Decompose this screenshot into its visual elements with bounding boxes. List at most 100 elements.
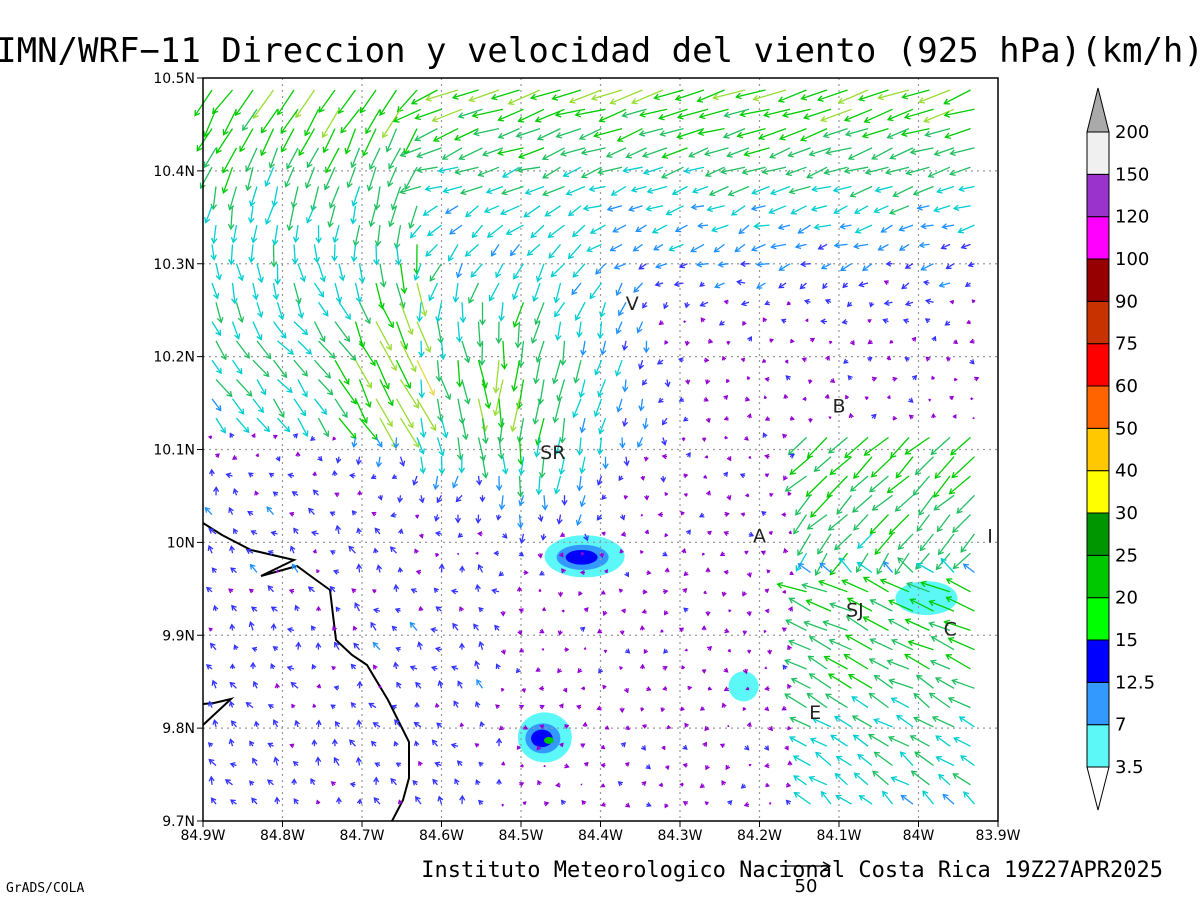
wind-vector [760, 550, 766, 556]
wind-vector [374, 527, 381, 535]
wind-vector [284, 166, 295, 188]
wind-vector [496, 778, 502, 785]
wind-vector [293, 798, 299, 805]
wind-vector [432, 475, 440, 491]
wind-vector [918, 241, 930, 249]
wind-vector [872, 770, 889, 786]
wind-vector [930, 636, 955, 651]
y-tick-label: 9.7N [162, 814, 195, 830]
wind-vector [785, 166, 807, 177]
wind-vector [459, 185, 483, 196]
wind-vector [619, 630, 625, 636]
wind-vector [291, 244, 299, 265]
wind-vector [426, 224, 442, 237]
colorbar-label: 30 [1115, 503, 1138, 524]
colorbar-label: 7 [1115, 715, 1126, 736]
wind-vector [665, 765, 670, 771]
wind-vector [254, 490, 260, 496]
wind-vector [329, 585, 336, 593]
wind-vector [593, 127, 623, 139]
wind-vector [424, 185, 442, 192]
wind-vector [841, 319, 848, 325]
wind-vector [678, 627, 684, 633]
wind-vector [873, 718, 893, 728]
wind-vector [478, 799, 484, 806]
wind-vector [576, 704, 582, 710]
wind-vector [793, 791, 811, 805]
wind-vector [540, 533, 547, 541]
wind-vector [356, 798, 363, 805]
wind-vector [318, 340, 336, 359]
wind-vector [638, 360, 645, 370]
wind-vector [354, 398, 368, 424]
wind-vector [886, 659, 910, 670]
wind-vector [785, 619, 807, 631]
wind-vector [890, 638, 914, 651]
wind-vector [833, 205, 848, 214]
wind-vector [475, 514, 482, 524]
wind-vector [256, 302, 264, 318]
wind-vector [475, 779, 481, 786]
wind-vector [664, 491, 669, 496]
wind-vector [494, 624, 500, 631]
wind-vector [394, 719, 402, 728]
wind-vector [579, 495, 586, 508]
wind-vector [963, 791, 975, 805]
wind-vector [472, 127, 500, 137]
wind-vector [645, 764, 652, 770]
wind-vector [209, 642, 217, 651]
wind-vector [753, 222, 770, 230]
wind-vector [475, 551, 479, 555]
wind-vector [645, 205, 664, 212]
wind-vector [824, 298, 832, 305]
wind-vector [601, 590, 606, 595]
wind-vector [355, 756, 362, 766]
wind-vector [385, 128, 398, 153]
wind-vector [620, 742, 626, 748]
wind-vector [318, 379, 334, 396]
wind-vector [935, 755, 955, 767]
wind-vector [286, 665, 295, 672]
wind-vector [936, 185, 955, 194]
wind-vector [295, 641, 302, 650]
wind-vector [656, 359, 664, 365]
wind-vector [851, 696, 869, 709]
wind-vector [919, 533, 935, 552]
wind-vector [673, 280, 684, 288]
wind-vector [372, 641, 381, 651]
wind-vector [703, 474, 708, 479]
wind-vector [928, 398, 932, 402]
wind-vector [541, 185, 565, 197]
wind-vector [844, 436, 869, 459]
wind-vector [630, 185, 647, 193]
wind-vector [761, 166, 787, 175]
wind-vector [858, 89, 889, 102]
wind-vector [595, 263, 606, 275]
wind-vector [928, 599, 955, 612]
wind-vector [784, 359, 789, 364]
wind-vector [351, 186, 361, 207]
wind-vector [416, 398, 437, 432]
wind-vector [974, 376, 980, 382]
wind-vector [313, 282, 325, 298]
wind-vector [551, 89, 582, 101]
wind-vector [895, 456, 914, 479]
wind-vector [532, 398, 541, 425]
wind-vector [604, 569, 609, 574]
wind-vector [724, 511, 730, 517]
wind-vector [910, 770, 930, 786]
wind-vector [661, 147, 688, 159]
wind-vector [474, 743, 480, 748]
wind-vector [579, 456, 586, 475]
wind-vector [391, 474, 397, 479]
wind-vector [763, 108, 791, 118]
colorbar-min-triangle [1086, 766, 1110, 811]
wind-vector [535, 263, 545, 283]
wind-vector [580, 686, 586, 691]
wind-vector [797, 533, 812, 557]
wind-vector [952, 552, 971, 570]
wind-vector [286, 626, 295, 633]
wind-vector [856, 561, 873, 574]
wind-vector [685, 529, 691, 535]
wind-vector [858, 794, 873, 805]
